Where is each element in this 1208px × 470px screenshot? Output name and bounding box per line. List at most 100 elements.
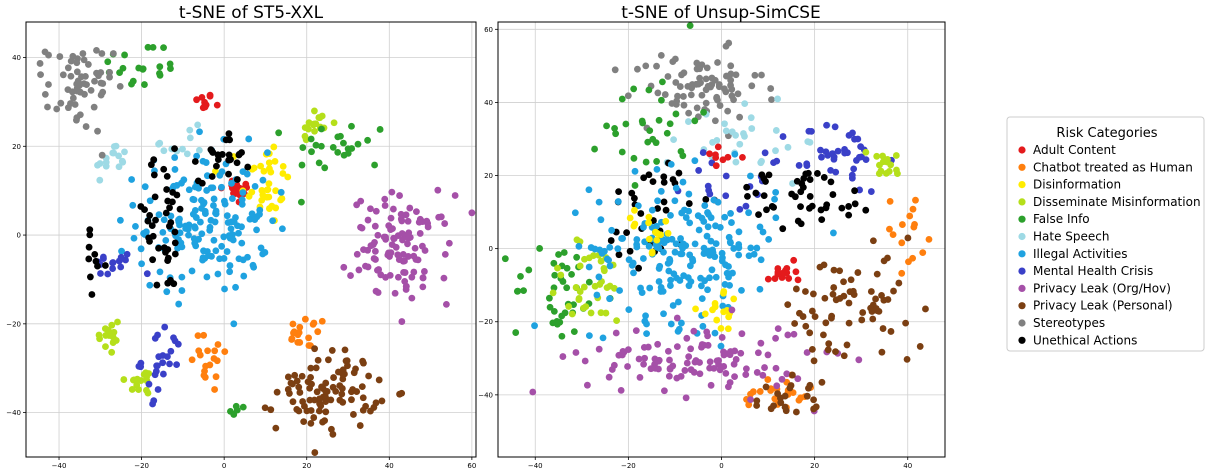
scatter-point [348,145,356,152]
scatter-point [731,150,739,158]
scatter-point [799,313,807,320]
scatter-point [289,398,297,406]
scatter-point [660,198,668,206]
scatter-point [725,313,733,321]
scatter-point [720,288,728,295]
scatter-point [792,408,800,416]
scatter-point [722,72,730,80]
scatter-point [340,139,347,147]
scatter-point [261,404,269,412]
scatter-point [573,253,581,261]
scatter-point [90,103,98,111]
scatter-point [772,214,780,222]
scatter-point [611,66,619,74]
scatter-point [774,268,782,276]
scatter-point [869,315,877,323]
scatter-point [163,186,171,193]
scatter-point [149,43,157,51]
scatter-point [673,374,681,382]
scatter-point [666,120,674,128]
scatter-point [291,371,299,379]
scatter-point [646,127,654,135]
scatter-point [738,330,746,338]
scatter-point [97,270,104,277]
scatter-point [613,317,621,325]
scatter-point [91,250,99,258]
scatter-point [784,331,792,339]
scatter-point [704,182,712,190]
scatter-point [200,371,208,379]
scatter-point [153,362,161,370]
scatter-point [764,275,772,283]
scatter-point [80,80,88,88]
scatter-point [318,317,326,325]
scatter-point [847,276,855,284]
scatter-point [745,252,753,260]
scatter-point [712,162,720,170]
scatter-point [156,71,164,79]
scatter-point [642,62,650,70]
legend-marker [1018,250,1026,258]
scatter-point [129,201,137,209]
scatter-point [902,319,910,327]
scatter-point [759,228,767,236]
scatter-point [248,210,256,218]
scatter-point [836,295,844,302]
scatter-point [354,140,362,148]
scatter-point [695,226,703,234]
scatter-point [633,236,641,243]
scatter-point [271,157,279,165]
x-tick-label: 20 [810,462,819,470]
scatter-point [699,322,707,330]
scatter-point [672,79,680,86]
legend-label: Chatbot treated as Human [1033,160,1193,174]
scatter-point [120,376,128,383]
scatter-point [156,139,164,147]
scatter-point [568,270,575,278]
scatter-point [206,361,214,369]
scatter-point [229,236,237,244]
scatter-point [832,348,839,356]
scatter-point [36,60,44,67]
scatter-point [360,246,367,254]
scatter-point [204,347,211,355]
scatter-point [155,211,163,219]
scatter-point [686,251,694,259]
scatter-point [296,339,304,346]
scatter-point [808,202,816,210]
scatter-point [683,334,691,342]
scatter-point [137,203,145,210]
scatter-point [712,240,720,247]
scatter-point [343,357,351,365]
scatter-point [736,205,744,213]
panel-unsup-simcse: t-SNE of Unsup-SimCSE −40 −20 0 20 40 −40 −20 0… [478,3,946,470]
scatter-point [729,269,736,277]
scatter-point [580,283,588,291]
scatter-point [364,136,371,144]
scatter-point [310,319,318,327]
scatter-point [88,291,96,298]
scatter-point [633,243,641,251]
scatter-point [374,231,382,239]
scatter-point [350,411,357,418]
scatter-point [318,383,325,391]
scatter-point [759,371,767,379]
scatter-point [211,386,218,393]
scatter-point [202,101,210,109]
scatter-point [667,320,675,328]
scatter-point [164,197,172,205]
scatter-point [625,306,633,314]
scatter-point [116,82,124,90]
scatter-point [664,229,672,237]
scatter-point [244,253,251,261]
scatter-point [210,202,217,209]
scatter-point [235,229,242,237]
scatter-point [656,262,664,270]
scatter-point [307,407,315,414]
scatter-point [572,349,580,356]
scatter-point [606,262,614,270]
scatter-point [671,55,679,63]
scatter-point [585,278,593,286]
scatter-point [162,236,170,244]
scatter-point [399,250,407,258]
